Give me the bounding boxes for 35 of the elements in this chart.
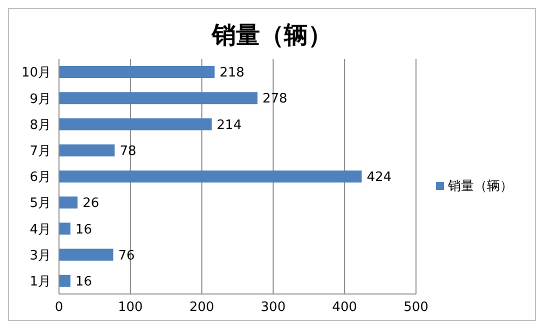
data-label: 78 [120, 144, 136, 159]
x-tick-label: 200 [189, 300, 214, 316]
bar [59, 248, 114, 261]
data-label: 76 [118, 248, 135, 264]
chart-title: 销量（辆） [210, 20, 333, 51]
y-tick-label: 5月 [30, 196, 51, 212]
bar [59, 92, 258, 104]
y-tick-label: 4月 [30, 222, 51, 238]
data-label: 16 [75, 274, 92, 290]
bar [59, 66, 215, 78]
data-label: 278 [262, 92, 288, 107]
x-tick-label: 300 [260, 300, 286, 316]
bar [59, 274, 70, 287]
bar [59, 118, 212, 130]
data-label: 424 [366, 170, 392, 186]
y-tick-label: 7月 [30, 144, 51, 160]
x-tick-label: 0 [54, 300, 64, 316]
data-label: 26 [82, 196, 100, 212]
y-tick-label: 10月 [21, 66, 51, 81]
x-tick-label: 500 [404, 300, 428, 316]
y-tick-label: 9月 [30, 92, 51, 107]
x-tick-label: 400 [332, 300, 358, 316]
y-tick-label: 6月 [30, 170, 51, 186]
x-tick-label: 100 [118, 300, 143, 316]
y-tick-label: 3月 [30, 248, 51, 264]
y-tick-label: 8月 [30, 118, 51, 133]
data-label: 16 [75, 222, 92, 238]
bar [59, 196, 78, 209]
legend-label: 销量（辆） [448, 178, 513, 194]
bar [59, 144, 115, 156]
data-label: 218 [220, 66, 244, 81]
data-label: 214 [216, 118, 242, 133]
bar [59, 222, 70, 235]
y-tick-label: 1月 [30, 274, 51, 290]
bar [59, 170, 362, 182]
